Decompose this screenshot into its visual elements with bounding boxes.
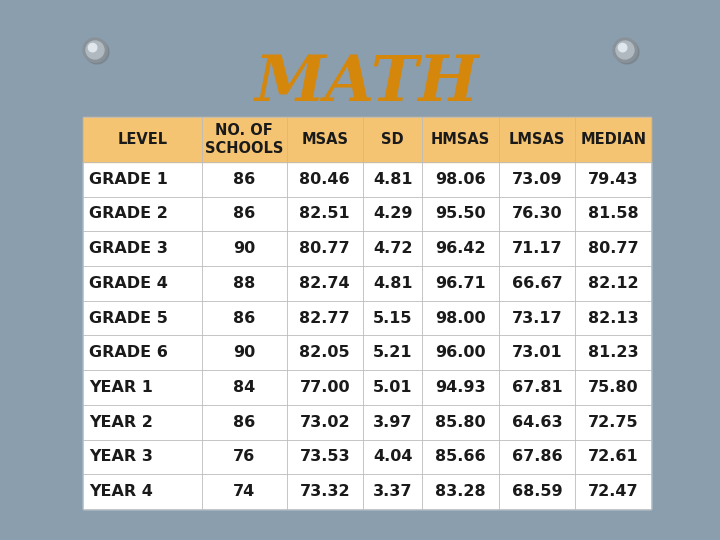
Circle shape (83, 38, 107, 62)
Text: 72.75: 72.75 (588, 415, 639, 430)
Text: HMSAS: HMSAS (431, 132, 490, 147)
Text: 67.81: 67.81 (512, 380, 562, 395)
Text: YEAR 3: YEAR 3 (89, 449, 153, 464)
Text: 85.80: 85.80 (435, 415, 486, 430)
Circle shape (89, 43, 96, 52)
Bar (83, 405, 652, 440)
Bar (83, 474, 652, 509)
Text: 83.28: 83.28 (435, 484, 486, 499)
Text: 76: 76 (233, 449, 256, 464)
Bar (83, 301, 652, 335)
Text: 73.02: 73.02 (300, 415, 350, 430)
Text: 75.80: 75.80 (588, 380, 639, 395)
Text: 82.77: 82.77 (300, 310, 350, 326)
Text: 90: 90 (233, 241, 256, 256)
Text: 4.81: 4.81 (373, 172, 413, 187)
Text: 80.46: 80.46 (300, 172, 350, 187)
Text: 82.13: 82.13 (588, 310, 639, 326)
Text: GRADE 1: GRADE 1 (89, 172, 168, 187)
Text: 95.50: 95.50 (435, 206, 486, 221)
Text: 77.00: 77.00 (300, 380, 350, 395)
Bar (83, 117, 652, 162)
Circle shape (616, 41, 634, 59)
Text: 66.67: 66.67 (512, 276, 562, 291)
Text: 82.05: 82.05 (300, 345, 350, 360)
Text: 80.77: 80.77 (588, 241, 639, 256)
Bar (83, 335, 652, 370)
Text: 73.09: 73.09 (512, 172, 562, 187)
Text: 5.21: 5.21 (373, 345, 413, 360)
Text: 5.15: 5.15 (373, 310, 413, 326)
Text: NO. OF
SCHOOLS: NO. OF SCHOOLS (205, 123, 284, 156)
Text: 5.01: 5.01 (373, 380, 413, 395)
Text: SD: SD (382, 132, 404, 147)
Text: YEAR 1: YEAR 1 (89, 380, 153, 395)
Text: MEDIAN: MEDIAN (580, 132, 647, 147)
Text: GRADE 6: GRADE 6 (89, 345, 168, 360)
Circle shape (86, 41, 104, 59)
Text: GRADE 2: GRADE 2 (89, 206, 168, 221)
Text: 68.59: 68.59 (512, 484, 562, 499)
Text: 64.63: 64.63 (512, 415, 562, 430)
Circle shape (613, 38, 637, 62)
Text: 88: 88 (233, 276, 256, 291)
Bar (83, 162, 652, 197)
Text: 73.01: 73.01 (512, 345, 562, 360)
Circle shape (618, 43, 627, 52)
Text: 82.51: 82.51 (300, 206, 350, 221)
Text: 79.43: 79.43 (588, 172, 639, 187)
Text: YEAR 2: YEAR 2 (89, 415, 153, 430)
Text: 82.74: 82.74 (300, 276, 350, 291)
Text: 90: 90 (233, 345, 256, 360)
Text: 86: 86 (233, 206, 256, 221)
Text: 96.00: 96.00 (435, 345, 486, 360)
Text: 81.23: 81.23 (588, 345, 639, 360)
Text: 86: 86 (233, 172, 256, 187)
Text: 73.17: 73.17 (512, 310, 562, 326)
Text: 71.17: 71.17 (512, 241, 562, 256)
Text: 4.29: 4.29 (373, 206, 413, 221)
Bar (83, 440, 652, 474)
Circle shape (615, 40, 639, 64)
Text: MATH: MATH (255, 53, 480, 114)
Text: 82.12: 82.12 (588, 276, 639, 291)
Text: 96.42: 96.42 (435, 241, 486, 256)
Text: 98.00: 98.00 (435, 310, 486, 326)
Bar (83, 370, 652, 405)
Text: 72.47: 72.47 (588, 484, 639, 499)
Text: 94.93: 94.93 (435, 380, 486, 395)
Text: 80.77: 80.77 (300, 241, 350, 256)
Text: LMSAS: LMSAS (509, 132, 565, 147)
Text: GRADE 4: GRADE 4 (89, 276, 168, 291)
Text: 86: 86 (233, 415, 256, 430)
Text: 81.58: 81.58 (588, 206, 639, 221)
Text: 98.06: 98.06 (435, 172, 486, 187)
Text: 84: 84 (233, 380, 256, 395)
Text: 73.53: 73.53 (300, 449, 350, 464)
Text: 85.66: 85.66 (435, 449, 486, 464)
Text: GRADE 3: GRADE 3 (89, 241, 168, 256)
Text: 72.61: 72.61 (588, 449, 639, 464)
Text: 4.81: 4.81 (373, 276, 413, 291)
Text: YEAR 4: YEAR 4 (89, 484, 153, 499)
Text: 4.04: 4.04 (373, 449, 413, 464)
Text: GRADE 5: GRADE 5 (89, 310, 168, 326)
Circle shape (85, 40, 109, 64)
Text: 73.32: 73.32 (300, 484, 350, 499)
Text: 76.30: 76.30 (512, 206, 562, 221)
Text: MSAS: MSAS (301, 132, 348, 147)
Text: 96.71: 96.71 (435, 276, 486, 291)
Text: 74: 74 (233, 484, 256, 499)
Text: 3.97: 3.97 (373, 415, 413, 430)
Text: 4.72: 4.72 (373, 241, 413, 256)
Bar (83, 197, 652, 231)
Text: 3.37: 3.37 (373, 484, 413, 499)
Text: LEVEL: LEVEL (117, 132, 168, 147)
Text: 86: 86 (233, 310, 256, 326)
Bar (83, 266, 652, 301)
Bar (83, 231, 652, 266)
Text: 67.86: 67.86 (512, 449, 562, 464)
